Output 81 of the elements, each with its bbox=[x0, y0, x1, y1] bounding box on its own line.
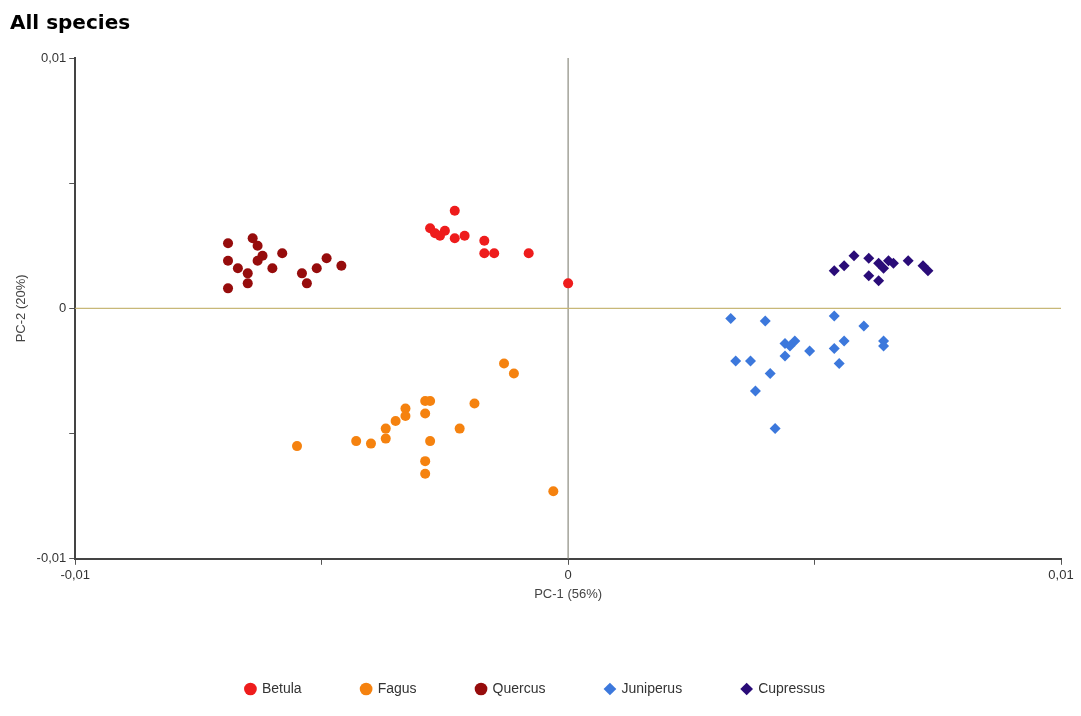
point bbox=[223, 255, 234, 266]
point bbox=[848, 250, 860, 262]
legend-label: Fagus bbox=[377, 679, 417, 696]
point bbox=[351, 436, 362, 447]
legend-label: Cupressus bbox=[758, 679, 826, 696]
point bbox=[744, 355, 756, 367]
point bbox=[838, 260, 850, 272]
y-tick-label: 0,01 bbox=[40, 49, 67, 65]
point bbox=[764, 368, 776, 379]
point bbox=[828, 342, 840, 354]
point bbox=[469, 398, 480, 409]
point bbox=[223, 238, 234, 249]
point bbox=[390, 416, 401, 427]
point bbox=[789, 335, 801, 347]
point bbox=[749, 385, 761, 397]
point bbox=[523, 248, 534, 259]
point bbox=[425, 436, 436, 447]
point bbox=[838, 335, 850, 347]
point bbox=[833, 357, 845, 369]
point bbox=[563, 278, 574, 289]
x-axis-title: PC-1 (56%) bbox=[534, 585, 603, 601]
point bbox=[499, 358, 510, 369]
point bbox=[277, 248, 288, 259]
legend-label: Quercus bbox=[492, 679, 546, 696]
point bbox=[779, 350, 791, 362]
y-axis-title: PC-2 (20%) bbox=[13, 274, 29, 343]
point bbox=[863, 270, 875, 282]
point bbox=[873, 275, 885, 287]
point bbox=[479, 235, 490, 246]
point bbox=[828, 265, 840, 277]
point bbox=[479, 248, 490, 259]
y-tick-label: -0,01 bbox=[36, 550, 67, 566]
point bbox=[489, 248, 500, 259]
point bbox=[420, 456, 431, 467]
point bbox=[873, 257, 885, 269]
point bbox=[434, 230, 445, 241]
point bbox=[917, 260, 929, 272]
point bbox=[380, 423, 391, 434]
point bbox=[296, 268, 307, 279]
point bbox=[804, 345, 816, 357]
chart-title: All species bbox=[10, 10, 131, 35]
point bbox=[242, 268, 253, 279]
y-tick-label: 0 bbox=[59, 299, 67, 315]
x-tick-label: -0,01 bbox=[60, 567, 91, 583]
point bbox=[242, 278, 253, 289]
point bbox=[420, 468, 431, 479]
point bbox=[252, 255, 263, 266]
legend-label: Juniperus bbox=[621, 679, 683, 696]
point bbox=[828, 310, 840, 322]
point bbox=[449, 233, 460, 244]
point bbox=[459, 230, 470, 241]
point bbox=[311, 263, 322, 274]
point bbox=[365, 438, 376, 449]
legend-label: Betula bbox=[261, 679, 302, 696]
point bbox=[730, 355, 742, 367]
point bbox=[420, 408, 431, 419]
point bbox=[336, 260, 347, 271]
point bbox=[725, 312, 737, 324]
point bbox=[922, 265, 934, 277]
point bbox=[400, 411, 411, 422]
point bbox=[252, 240, 263, 251]
point bbox=[769, 423, 781, 435]
point bbox=[878, 262, 890, 274]
point bbox=[267, 263, 278, 274]
x-tick-label: 0,01 bbox=[1048, 567, 1074, 583]
point bbox=[321, 253, 332, 264]
point bbox=[863, 252, 875, 264]
point bbox=[902, 255, 914, 267]
point bbox=[232, 263, 243, 274]
point bbox=[858, 320, 870, 332]
point bbox=[247, 233, 258, 244]
point bbox=[449, 205, 460, 216]
point bbox=[380, 433, 391, 444]
point bbox=[759, 315, 771, 327]
x-tick-label: 0 bbox=[564, 567, 572, 583]
point bbox=[508, 368, 519, 379]
point bbox=[301, 278, 312, 289]
point bbox=[223, 283, 234, 294]
point bbox=[292, 441, 303, 452]
point bbox=[548, 486, 559, 497]
point bbox=[454, 423, 465, 434]
